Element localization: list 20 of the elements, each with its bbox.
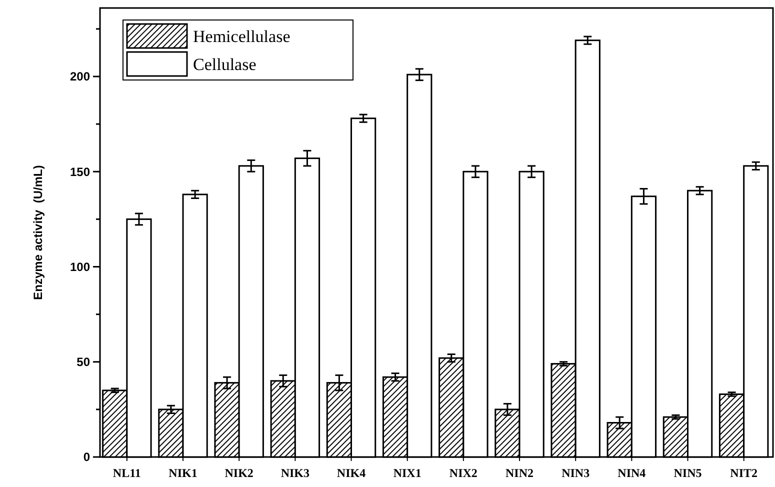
x-tick-label: NIX2 [449,466,478,480]
x-tick-label: NIN2 [505,466,534,480]
x-tick-label: NIK4 [336,466,366,480]
y-tick-label: 0 [83,450,90,464]
y-tick-label: 50 [76,355,90,370]
y-tick-label: 200 [70,70,90,84]
x-tick-label: NIN3 [562,466,590,480]
y-tick-label: 150 [70,164,90,179]
y-axis-title: Enzyme activity (U/mL) [31,165,45,300]
legend-label: Hemicellulase [193,26,290,46]
y-tick-label: 100 [70,260,90,274]
x-tick-label: NIK3 [280,466,310,480]
x-tick-label: NIN4 [618,466,646,480]
x-tick-label: NIX1 [393,466,422,480]
x-tick-label: NIN5 [674,466,702,480]
x-tick-label: NIT2 [730,466,758,480]
x-tick-label: NIK1 [168,466,198,480]
legend-label: Cellulase [193,54,256,74]
x-tick-label: NL11 [112,466,141,480]
x-tick-label: NIK2 [224,466,254,480]
